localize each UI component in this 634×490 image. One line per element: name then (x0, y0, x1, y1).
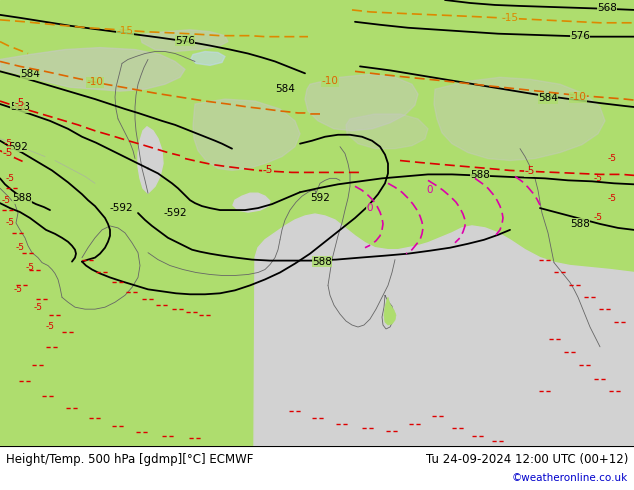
Text: -5: -5 (34, 303, 42, 312)
Text: -10: -10 (321, 76, 339, 86)
Polygon shape (305, 74, 418, 131)
Polygon shape (233, 193, 270, 212)
Text: -10: -10 (569, 92, 586, 102)
Text: 592: 592 (310, 193, 330, 203)
Text: -5: -5 (607, 194, 616, 203)
Polygon shape (384, 297, 396, 325)
Text: 584: 584 (20, 69, 40, 79)
Polygon shape (172, 273, 185, 279)
Text: 588: 588 (470, 171, 490, 180)
Text: -5: -5 (6, 219, 15, 227)
Text: -5: -5 (3, 147, 13, 158)
Text: -5: -5 (525, 167, 535, 176)
Text: -5: -5 (593, 214, 602, 222)
Polygon shape (254, 214, 634, 446)
Polygon shape (191, 51, 225, 65)
Text: 584: 584 (275, 84, 295, 94)
Text: 588: 588 (570, 219, 590, 229)
Text: -5: -5 (6, 174, 15, 183)
Text: 576: 576 (175, 36, 195, 46)
Text: -15: -15 (501, 13, 519, 23)
Text: 568: 568 (597, 3, 617, 13)
Text: -5: -5 (25, 263, 34, 272)
Text: Tu 24-09-2024 12:00 UTC (00+12): Tu 24-09-2024 12:00 UTC (00+12) (425, 453, 628, 466)
Text: -5: -5 (15, 243, 25, 252)
Text: -5: -5 (1, 196, 11, 205)
Polygon shape (346, 114, 428, 148)
Text: -5: -5 (263, 166, 273, 175)
Text: 588: 588 (312, 257, 332, 267)
Text: 584: 584 (538, 93, 558, 103)
Text: 588: 588 (10, 102, 30, 112)
Text: 588: 588 (12, 193, 32, 203)
Polygon shape (0, 48, 185, 91)
Text: 0: 0 (427, 185, 433, 195)
Polygon shape (434, 77, 605, 161)
Text: -592: -592 (163, 208, 187, 218)
Text: -5: -5 (15, 98, 25, 108)
Polygon shape (138, 127, 163, 193)
Text: -5: -5 (593, 174, 602, 183)
Text: -10: -10 (87, 77, 103, 87)
Text: 0: 0 (366, 203, 373, 213)
Text: ©weatheronline.co.uk: ©weatheronline.co.uk (512, 473, 628, 483)
Text: -5: -5 (46, 322, 55, 332)
Text: -15: -15 (117, 25, 134, 36)
Polygon shape (140, 30, 228, 51)
Text: -5: -5 (13, 285, 22, 294)
Text: 576: 576 (570, 31, 590, 41)
Text: -5: -5 (4, 139, 13, 148)
Polygon shape (193, 99, 300, 171)
Text: -5: -5 (607, 154, 616, 163)
Text: Height/Temp. 500 hPa [gdmp][°C] ECMWF: Height/Temp. 500 hPa [gdmp][°C] ECMWF (6, 453, 254, 466)
Text: 592: 592 (8, 142, 28, 151)
Text: -592: -592 (110, 203, 134, 213)
